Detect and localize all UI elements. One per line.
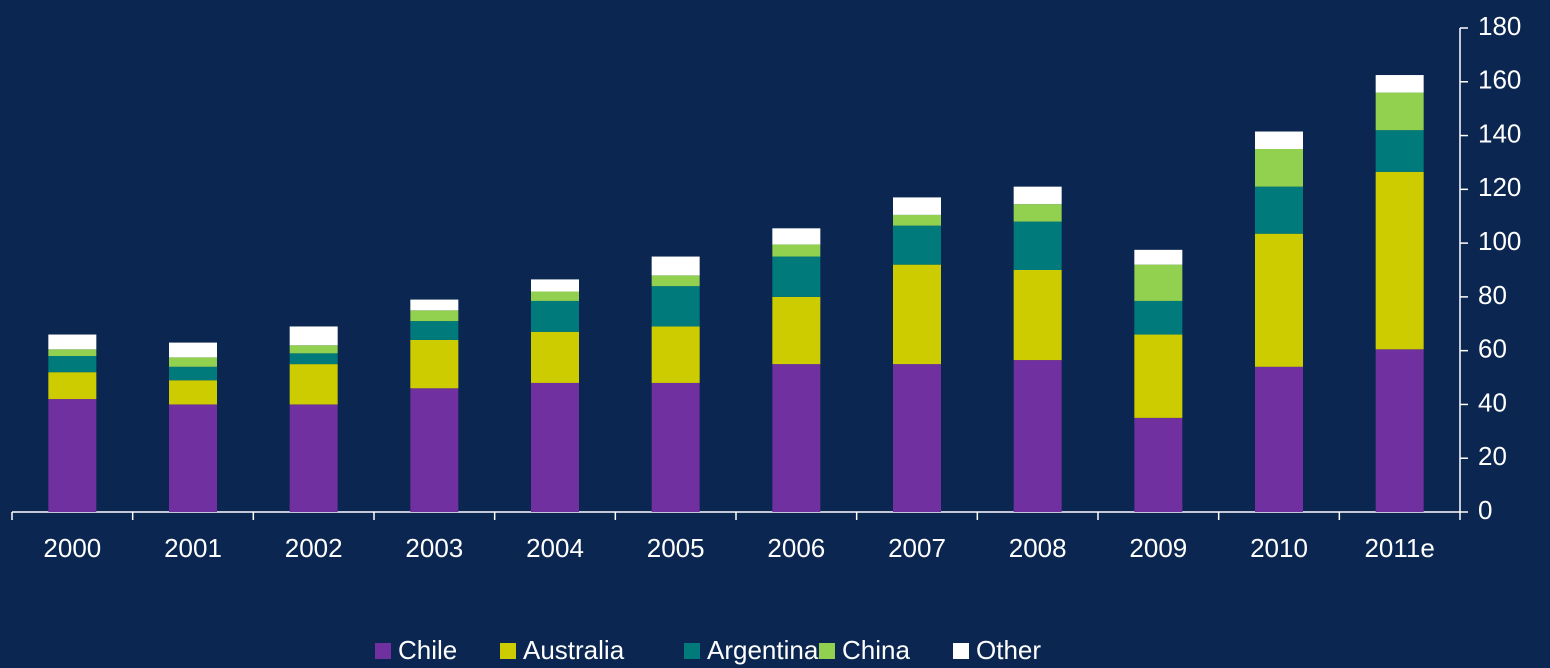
x-tick-label: 2000 — [43, 533, 101, 563]
bar-segment — [48, 372, 97, 400]
bar-segment — [651, 326, 700, 383]
bar-segment — [1255, 186, 1303, 234]
bar-segment — [772, 244, 821, 257]
bar-segment — [169, 380, 217, 405]
bar-segment — [410, 299, 459, 311]
bar-segment — [169, 342, 217, 358]
y-tick-label: 0 — [1478, 495, 1492, 525]
y-tick-label: 140 — [1478, 118, 1521, 148]
bar-segment — [410, 310, 459, 322]
x-tick-label: 2004 — [526, 533, 584, 563]
bar-segment — [1375, 171, 1424, 350]
bar-segment — [893, 197, 941, 215]
bar-segment — [1255, 366, 1303, 512]
bar-segment — [1134, 300, 1183, 335]
legend-swatch — [819, 643, 835, 659]
bar-segment — [48, 349, 97, 357]
bar-segment — [1013, 270, 1062, 361]
x-tick-label: 2011e — [1364, 533, 1434, 563]
bar-segment — [289, 404, 338, 512]
bar-segment — [410, 388, 459, 512]
x-tick-label: 2003 — [405, 533, 463, 563]
bar-segment — [651, 256, 700, 276]
bar-segment — [1013, 221, 1062, 270]
bar-segment — [289, 364, 338, 405]
bar-segment — [48, 399, 97, 512]
legend-label: Other — [976, 635, 1041, 665]
bar-segment — [289, 326, 338, 346]
legend-swatch — [953, 643, 969, 659]
y-tick-label: 40 — [1478, 387, 1507, 417]
bar-segment — [48, 356, 97, 373]
x-tick-label: 2001 — [164, 533, 222, 563]
bar-segment — [531, 279, 579, 292]
bar-segment — [1375, 349, 1424, 512]
bar-segment — [531, 300, 579, 332]
x-tick-label: 2009 — [1129, 533, 1187, 563]
bar-segment — [651, 382, 700, 512]
bar-segment — [1375, 92, 1424, 131]
legend-label: Chile — [398, 635, 457, 665]
bar-segment — [531, 291, 579, 301]
y-tick-label: 100 — [1478, 226, 1521, 256]
y-tick-label: 80 — [1478, 280, 1507, 310]
bar-segment — [1013, 360, 1062, 512]
bar-segment — [1255, 131, 1303, 149]
legend-label: Australia — [523, 635, 625, 665]
x-tick-label: 2007 — [888, 533, 946, 563]
bar-segment — [772, 256, 821, 297]
x-tick-label: 2008 — [1009, 533, 1067, 563]
bar-segment — [893, 364, 941, 512]
bar-segment — [651, 275, 700, 287]
y-tick-label: 60 — [1478, 334, 1507, 364]
legend-swatch — [375, 643, 391, 659]
legend-swatch — [684, 643, 700, 659]
bar-segment — [893, 214, 941, 226]
bar-segment — [410, 321, 459, 340]
bar-segment — [1013, 186, 1062, 205]
bar-segment — [772, 296, 821, 365]
bar-segment — [289, 353, 338, 365]
bar-segment — [1375, 75, 1424, 93]
bar-segment — [1134, 334, 1183, 418]
legend-swatch — [500, 643, 516, 659]
bar-segment — [1255, 149, 1303, 187]
bar-segment — [289, 345, 338, 354]
x-tick-label: 2002 — [285, 533, 343, 563]
bar-segment — [1255, 233, 1303, 367]
x-tick-label: 2005 — [647, 533, 705, 563]
x-tick-label: 2006 — [767, 533, 825, 563]
bar-segment — [772, 364, 821, 512]
bar-segment — [48, 334, 97, 350]
legend-label: China — [842, 635, 910, 665]
bar-segment — [531, 382, 579, 512]
y-tick-label: 180 — [1478, 11, 1521, 41]
bar-segment — [651, 286, 700, 327]
bar-segment — [1134, 249, 1183, 265]
bar-segment — [410, 339, 459, 389]
bar-segment — [169, 404, 217, 512]
bar-segment — [1134, 417, 1183, 512]
x-tick-label: 2010 — [1250, 533, 1308, 563]
y-tick-label: 160 — [1478, 65, 1521, 95]
bar-segment — [772, 228, 821, 245]
bar-segment — [531, 331, 579, 383]
y-tick-label: 20 — [1478, 441, 1507, 471]
bar-segment — [1375, 130, 1424, 172]
y-tick-label: 120 — [1478, 172, 1521, 202]
bar-segment — [893, 225, 941, 265]
bar-segment — [1013, 204, 1062, 222]
bar-segment — [169, 366, 217, 381]
legend-label: Argentina — [707, 635, 819, 665]
bar-segment — [893, 264, 941, 365]
bar-segment — [169, 357, 217, 367]
bar-segment — [1134, 264, 1183, 301]
